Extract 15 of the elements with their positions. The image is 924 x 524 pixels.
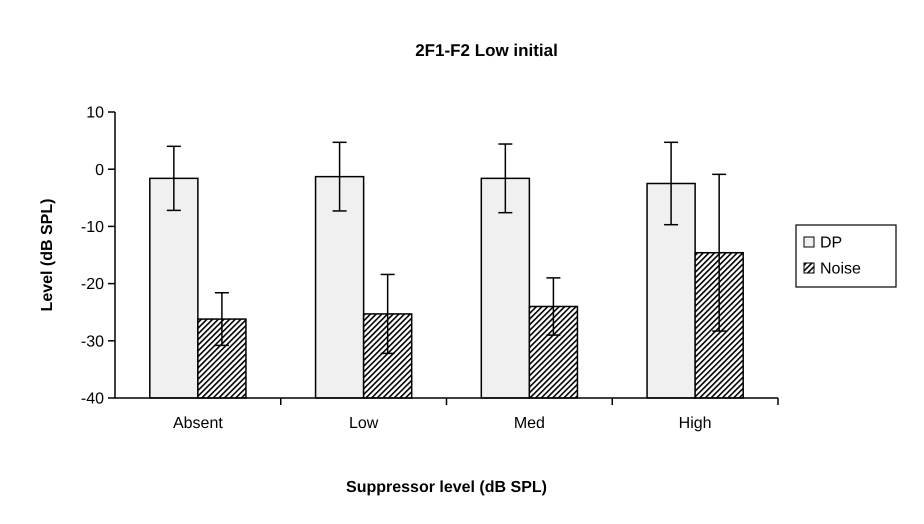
x-axis-title: Suppressor level (dB SPL) bbox=[346, 479, 547, 496]
y-tick-label: -40 bbox=[80, 390, 104, 408]
y-axis-title: Level (dB SPL) bbox=[39, 198, 56, 312]
y-tick-label: -20 bbox=[80, 276, 104, 294]
x-tick-label: Med bbox=[514, 415, 545, 432]
legend-label: DP bbox=[820, 234, 842, 252]
legend-label: Noise bbox=[820, 260, 862, 278]
y-tick-label: 10 bbox=[86, 104, 104, 122]
y-tick-label: -10 bbox=[80, 219, 104, 236]
x-tick-label: Low bbox=[348, 415, 379, 432]
y-tick-label: 0 bbox=[95, 162, 104, 179]
y-tick-label: -30 bbox=[80, 333, 104, 350]
x-tick-label: Absent bbox=[172, 415, 224, 432]
x-tick-label: High bbox=[678, 415, 712, 432]
chart-title: 2F1-F2 Low initial bbox=[415, 41, 558, 60]
